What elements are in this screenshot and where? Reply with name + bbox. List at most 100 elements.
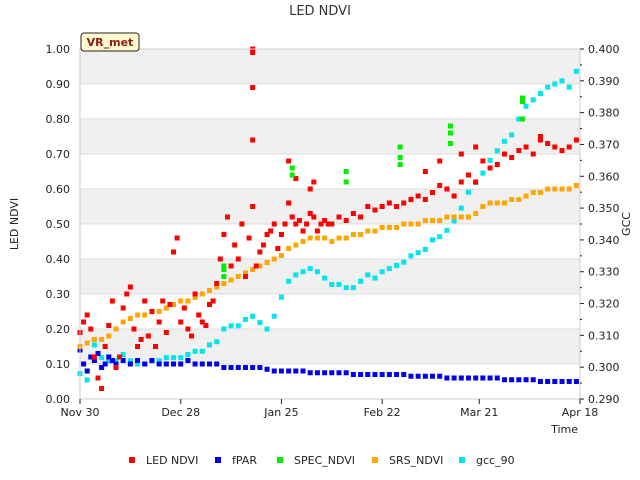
point-fpar [350,372,356,377]
point-fpar [480,375,486,381]
point-led-ndvi [296,218,302,223]
point-led-ndvi [232,242,238,248]
legend: LED NDVI fPAR SPEC_NDVI SRS_NDVI gcc_90 [129,454,515,467]
point-fpar [250,365,256,370]
y-left-tick-label: 0.60 [46,183,71,196]
point-srs-ndvi [250,267,256,272]
point-fpar [271,368,277,374]
point-fpar [99,365,105,370]
point-srs-ndvi [127,316,133,321]
point-fpar [314,370,320,376]
point-led-ndvi [156,319,162,325]
point-gcc-90 [530,97,536,103]
point-gcc-90 [242,316,248,322]
point-led-ndvi [260,242,266,248]
background-band [80,329,580,364]
background-band [80,49,580,84]
point-led-ndvi [307,186,313,192]
point-led-ndvi [81,319,87,325]
x-tick-label: Feb 22 [364,406,401,419]
point-srs-ndvi [336,235,342,241]
point-fpar [501,377,507,383]
point-gcc-90 [465,189,471,195]
point-fpar [559,379,565,384]
point-srs-ndvi [84,340,90,346]
point-fpar [84,368,90,374]
point-gcc-90 [314,269,320,275]
point-led-ndvi [117,354,123,360]
point-spec-ndvi [448,130,454,136]
point-fpar [109,358,115,363]
point-srs-ndvi [437,218,443,223]
y-left-tick-label: 0.10 [46,358,71,371]
point-srs-ndvi [430,218,436,223]
point-fpar [343,370,349,376]
point-led-ndvi [537,134,543,139]
point-led-ndvi [268,228,274,234]
point-srs-ndvi [99,337,105,342]
point-gcc-90 [480,170,486,176]
point-led-ndvi [394,204,400,209]
point-srs-ndvi [300,239,306,244]
point-srs-ndvi [228,277,234,283]
point-led-ndvi [293,176,299,181]
point-led-ndvi [246,235,252,241]
point-fpar [102,361,108,367]
y-axis-left-label: LED NDVI [8,198,21,250]
point-fpar [401,372,407,377]
point-fpar [372,372,378,377]
point-led-ndvi [149,309,155,314]
point-led-ndvi [458,179,464,185]
point-led-ndvi [95,375,101,381]
y-right-tick-label: 0.390 [588,75,620,88]
point-spec-ndvi [397,155,403,160]
point-led-ndvi [304,221,310,227]
point-spec-ndvi [448,141,454,146]
point-fpar [465,375,471,381]
point-led-ndvi [120,305,126,311]
point-gcc-90 [430,237,436,243]
y-left-tick-label: 1.00 [46,43,71,56]
x-tick-label: Dec 28 [161,406,200,419]
point-led-ndvi [509,155,515,160]
legend-swatch-srs-ndvi [372,457,378,463]
point-gcc-90 [300,269,306,275]
point-srs-ndvi [142,312,148,318]
point-led-ndvi [192,291,198,297]
point-fpar [494,375,500,381]
point-fpar [523,377,529,383]
point-fpar [566,379,572,384]
point-gcc-90 [127,358,133,364]
point-srs-ndvi [408,221,414,227]
point-led-ndvi [228,263,234,269]
point-led-ndvi [437,183,443,188]
x-tick-label: Apr 18 [562,406,599,419]
point-led-ndvi [250,137,256,143]
y-right-tick-label: 0.330 [588,266,620,279]
point-led-ndvi [221,232,227,237]
point-srs-ndvi [307,235,313,241]
point-srs-ndvi [286,246,292,251]
point-gcc-90 [171,355,177,361]
point-led-ndvi [365,204,371,209]
point-srs-ndvi [415,221,421,227]
background-band [80,154,580,189]
point-led-ndvi [239,221,245,227]
point-led-ndvi [264,232,270,237]
y-axis-right-label: GCC [620,212,633,236]
point-led-ndvi [437,158,443,164]
point-srs-ndvi [516,197,522,202]
point-gcc-90 [235,323,241,329]
point-fpar [300,368,306,374]
point-fpar [509,377,515,383]
point-gcc-90 [163,355,169,361]
point-led-ndvi [124,291,130,297]
point-srs-ndvi [365,228,371,234]
point-fpar [127,361,133,367]
point-srs-ndvi [379,225,385,230]
point-led-ndvi [257,249,263,255]
background-band [80,259,580,294]
point-fpar [264,366,270,372]
point-gcc-90 [516,116,522,122]
point-led-ndvi [379,204,385,209]
